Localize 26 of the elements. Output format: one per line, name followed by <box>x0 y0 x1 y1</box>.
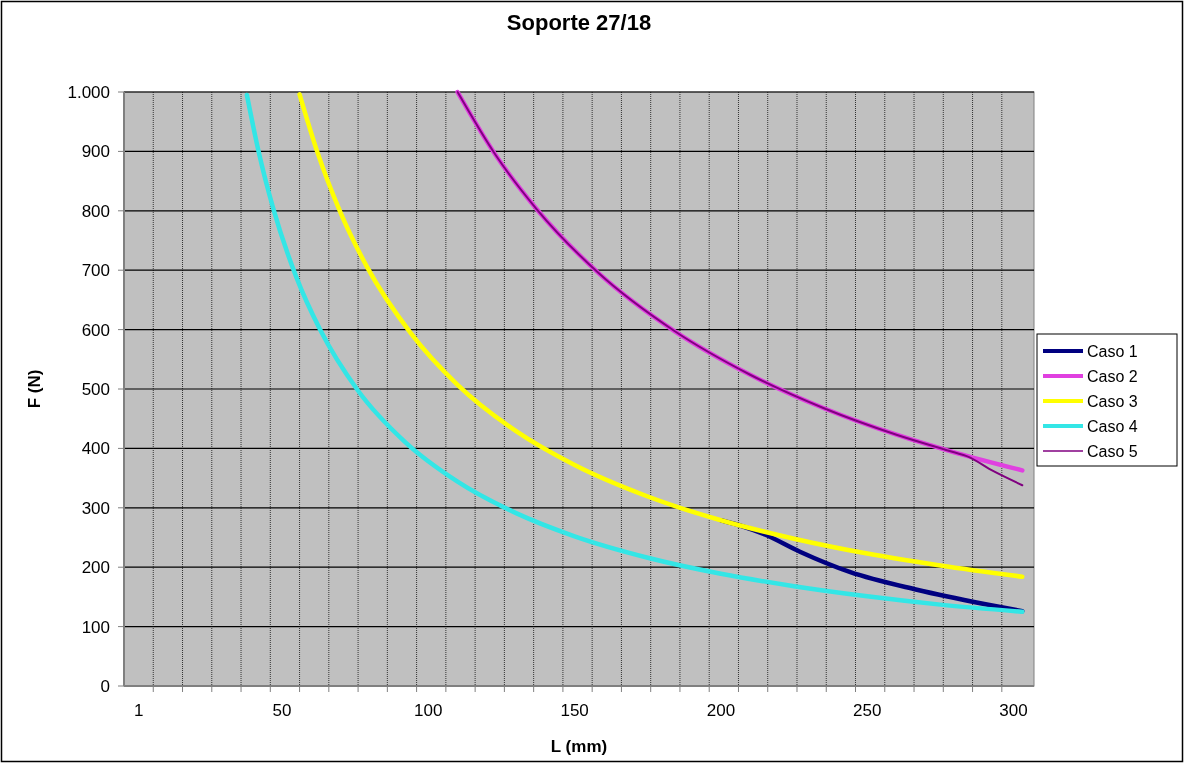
x-tick-label: 50 <box>272 701 292 720</box>
x-tick-label: 100 <box>414 701 443 720</box>
legend-label: Caso 1 <box>1087 343 1138 360</box>
y-axis-title: F (N) <box>25 369 44 409</box>
x-tick-label: 150 <box>560 701 589 720</box>
legend-label: Caso 5 <box>1087 443 1138 460</box>
y-tick-label: 600 <box>81 320 110 340</box>
y-tick-label: 1.000 <box>67 83 110 102</box>
y-tick-label: 300 <box>81 498 110 518</box>
y-tick-label: 100 <box>81 617 110 637</box>
chart-title: Soporte 27/18 <box>506 10 652 35</box>
y-tick-label: 900 <box>81 142 110 162</box>
legend-label: Caso 2 <box>1087 368 1138 385</box>
y-tick-label: 500 <box>81 380 110 399</box>
y-tick-label: 700 <box>81 261 110 281</box>
x-tick-label: 250 <box>853 701 882 720</box>
y-tick-label: 200 <box>81 558 110 578</box>
legend-label: Caso 4 <box>1087 418 1138 435</box>
y-tick-label: 0 <box>100 677 110 696</box>
x-tick-label: 200 <box>706 701 736 720</box>
x-tick-label: 300 <box>999 701 1028 720</box>
x-tick-label: 1 <box>133 701 144 720</box>
x-axis-title: L (mm) <box>550 737 608 756</box>
y-tick-label: 800 <box>81 201 110 221</box>
legend-label: Caso 3 <box>1087 393 1138 410</box>
y-tick-label: 400 <box>81 439 110 459</box>
